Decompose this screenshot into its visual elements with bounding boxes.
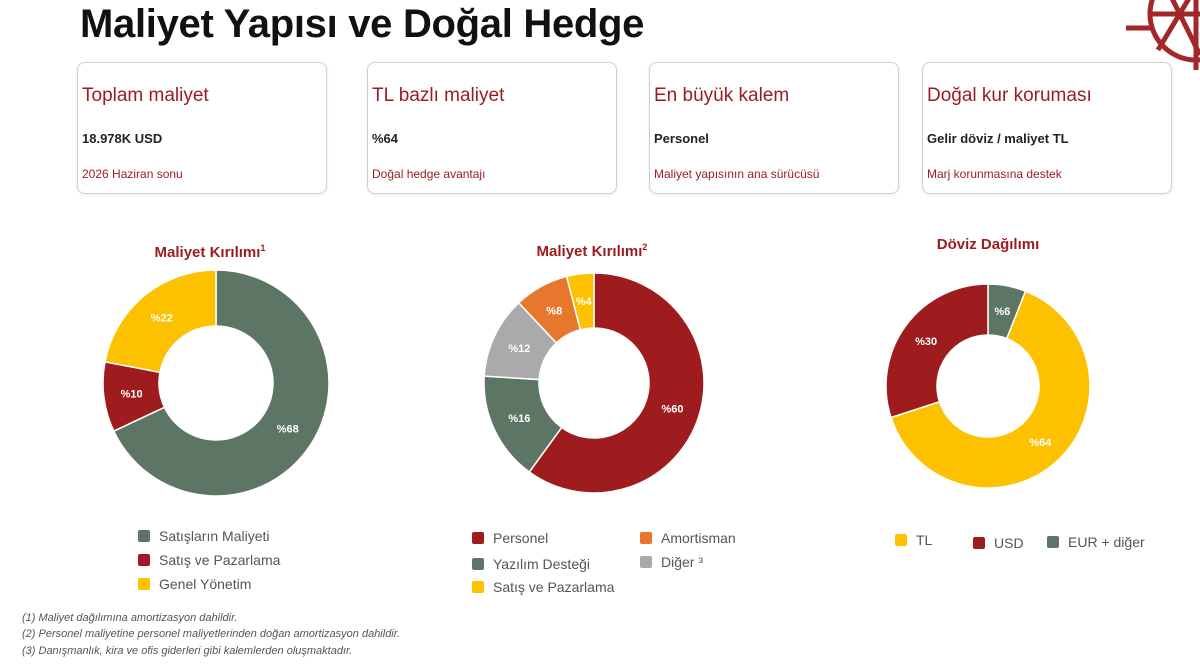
legend-swatch — [138, 554, 150, 566]
slice-label: %22 — [151, 313, 173, 325]
slice-label: %68 — [277, 424, 299, 436]
legend-swatch — [472, 532, 484, 544]
footnote-3: (3) Danışmanlık, kira ve ofis giderleri … — [22, 645, 353, 657]
chart-title-footnote-mark: 1 — [260, 243, 266, 253]
chart-title-currency-distribution: Döviz Dağılımı — [858, 236, 1118, 253]
legend-label: Genel Yönetim — [159, 576, 252, 592]
donut-slice — [565, 272, 595, 331]
legend-label: Diğer ³ — [661, 554, 704, 570]
chart-title-cost-breakdown-1: Maliyet Kırılımı1 — [80, 243, 340, 261]
donut-slice — [885, 283, 989, 419]
chart-title-text: Maliyet Kırılımı — [536, 243, 643, 260]
summary-card-total-cost: Toplam maliyet 18.978K USD 2026 Haziran … — [77, 62, 327, 194]
summary-card-fx-hedge: Doğal kur koruması Gelir döviz / maliyet… — [922, 62, 1172, 194]
slice-label: %6 — [994, 306, 1010, 318]
legend-swatch — [138, 578, 150, 590]
footnote-2: (2) Personel maliyetine personel maliyet… — [22, 628, 401, 640]
donut-slice — [104, 269, 217, 374]
slice-label: %10 — [121, 389, 143, 401]
legend-label: Personel — [493, 530, 549, 546]
slice-label: %4 — [576, 296, 593, 308]
legend-swatch — [973, 537, 985, 549]
slice-label: %64 — [1029, 437, 1052, 449]
slice-label: %16 — [508, 413, 530, 425]
card-note: Maliyet yapısının ana sürücüsü — [654, 167, 820, 181]
legend-swatch — [472, 558, 484, 570]
card-value: Personel — [654, 131, 709, 146]
summary-card-largest-item: En büyük kalem Personel Maliyet yapısını… — [649, 62, 899, 194]
card-title: Doğal kur koruması — [927, 85, 1092, 106]
legend-swatch — [1047, 536, 1059, 548]
footnote-1: (1) Maliyet dağılımına amortizasyon dahi… — [22, 612, 238, 624]
legend-label: Satış ve Pazarlama — [493, 579, 615, 595]
card-title: TL bazlı maliyet — [372, 85, 505, 106]
card-note: 2026 Haziran sonu — [82, 167, 183, 181]
legend-label: Amortisman — [661, 530, 736, 546]
chart-title-text: Döviz Dağılımı — [936, 236, 1040, 253]
chart-title-text: Maliyet Kırılımı — [154, 244, 261, 261]
donut-slice — [890, 290, 1091, 489]
legend-label: USD — [994, 535, 1024, 551]
brand-logo-icon — [1126, 0, 1200, 70]
legend-item-sales-marketing: Satış ve Pazarlama — [138, 552, 280, 568]
legend-swatch — [472, 581, 484, 593]
legend-label: EUR + diğer — [1068, 534, 1145, 550]
slice-label: %60 — [661, 403, 683, 415]
legend-label: Satışların Maliyeti — [159, 528, 270, 544]
card-title: Toplam maliyet — [82, 85, 209, 106]
donut-slice — [112, 269, 330, 497]
legend-item-general-admin: Genel Yönetim — [138, 576, 251, 592]
donut-slice — [528, 272, 705, 494]
legend-item-usd: USD — [973, 535, 1024, 551]
legend-swatch — [640, 556, 652, 568]
legend-label: Yazılım Desteği — [493, 556, 590, 572]
card-value: Gelir döviz / maliyet TL — [927, 131, 1069, 146]
card-value: 18.978K USD — [82, 131, 163, 146]
legend-item-depreciation: Amortisman — [640, 530, 736, 546]
slice-label: %12 — [508, 343, 530, 355]
legend-item-other: Diğer ³ — [640, 554, 703, 570]
legend-swatch — [640, 532, 652, 544]
card-note: Marj korunmasına destek — [927, 167, 1062, 181]
legend-item-software-support: Yazılım Desteği — [472, 556, 590, 572]
card-note: Doğal hedge avantajı — [372, 167, 486, 181]
card-value: %64 — [372, 131, 399, 146]
legend-swatch — [895, 534, 907, 546]
legend-item-tl: TL — [895, 532, 932, 548]
card-title: En büyük kalem — [654, 85, 790, 106]
summary-card-tl-cost: TL bazlı maliyet %64 Doğal hedge avantaj… — [367, 62, 617, 194]
page-title: Maliyet Yapısı ve Doğal Hedge — [80, 2, 645, 46]
chart-title-cost-breakdown-2: Maliyet Kırılımı2 — [462, 242, 722, 260]
legend-label: Satış ve Pazarlama — [159, 552, 281, 568]
slice-label: %30 — [915, 336, 937, 348]
legend-label: TL — [916, 532, 933, 548]
legend-swatch — [138, 530, 150, 542]
chart-title-footnote-mark: 2 — [642, 242, 648, 252]
legend-item-personnel: Personel — [472, 530, 548, 546]
legend-item-sales-marketing-2: Satış ve Pazarlama — [472, 579, 614, 595]
legend-item-eur-other: EUR + diğer — [1047, 534, 1145, 550]
legend-item-cost-of-sales: Satışların Maliyeti — [138, 528, 269, 544]
slice-label: %8 — [546, 306, 562, 318]
